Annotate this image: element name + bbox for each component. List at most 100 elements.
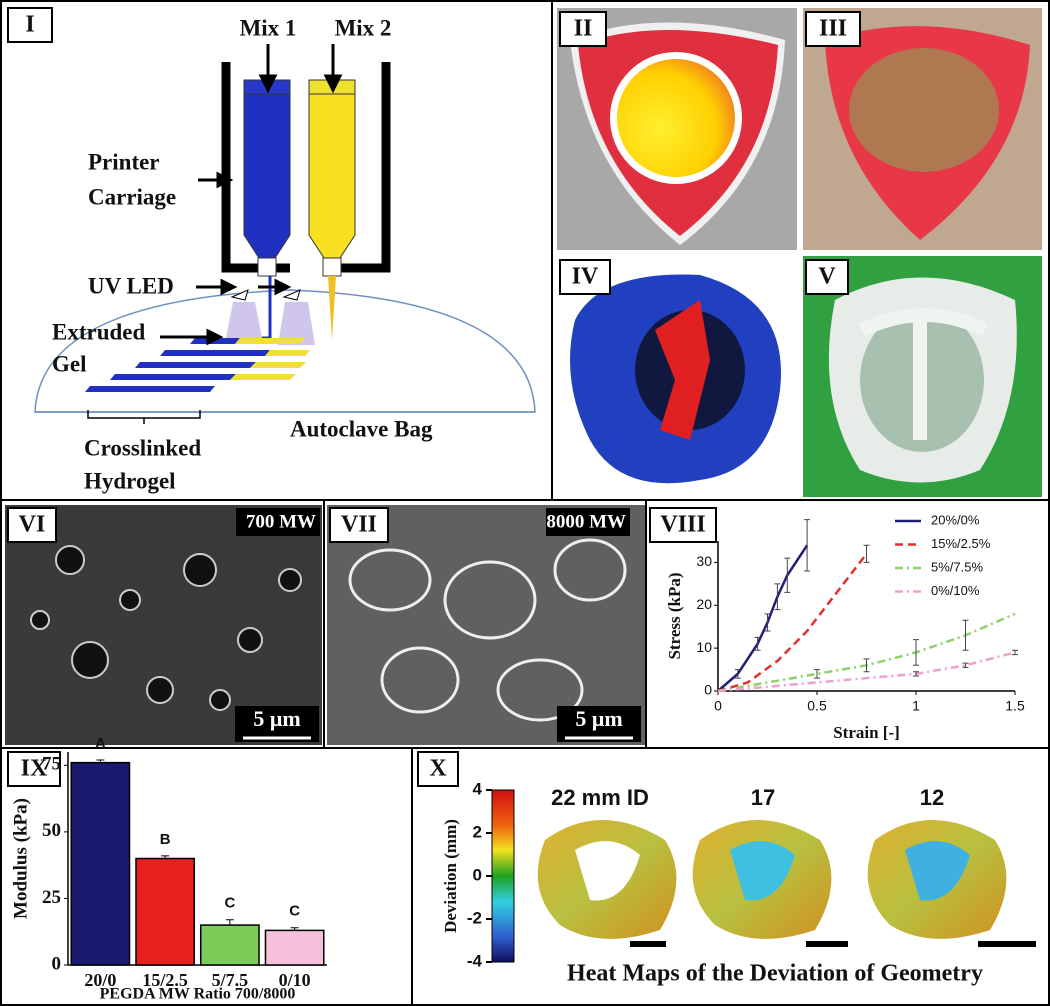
error-bar [290,927,299,931]
bracket [87,410,201,424]
error-bar [161,855,170,859]
panel-label: VI [19,512,46,538]
autoclave-label: Autoclave Bag [290,416,433,441]
error-bar [225,919,234,926]
nozzle-1 [257,257,277,277]
x-tick-label: 0 [714,698,722,714]
x-tick-label: 15/2.5 [142,970,188,990]
panel-label: VIII [660,512,705,538]
syringe-1 [243,91,291,259]
panel-label: III [819,16,847,42]
error-bar [863,544,870,563]
uv-cone-2 [278,302,315,345]
carriage-label: Printer [88,149,160,174]
legend-label: 20%/0% [931,512,980,527]
error-bar [962,619,969,651]
map-label: 22 mm ID [551,785,649,810]
y-tick-label: 20 [696,596,712,612]
panel-label-box [805,259,849,295]
panel-label: II [574,16,593,42]
legend-label: 0%/10% [931,583,980,598]
error-bar [913,639,919,666]
scale-tag [557,706,641,742]
panel-label: IV [572,264,599,290]
uv-cone-1 [226,302,262,338]
colorbar [491,789,515,963]
colorbar-tick-label: -4 [467,951,483,970]
extruded-gel-label: Gel [52,351,87,376]
panel-label: I [25,12,34,38]
crosslinked-label: Crosslinked [84,435,201,460]
y-axis-label: Modulus (kPa) [10,798,31,919]
x-tick-label: 1 [912,698,920,714]
crosslinked-label: Hydrogel [84,468,176,493]
error-bar [96,759,105,763]
panel-label-box [7,751,61,787]
colorbar-label: Deviation (mm) [441,819,460,933]
panel-label: V [818,264,836,290]
uv-led-label: UV LED [88,273,174,298]
panel-label-box [7,507,57,543]
syringe-2 [308,91,356,259]
map-label: 12 [920,785,944,810]
mw-tag [546,508,630,536]
error-bar [913,671,919,677]
panel-label-box [559,259,611,295]
panel-label-box [417,751,459,787]
panel-label: IX [21,756,48,782]
panel-x: 22 mm ID 17 12 Heat Maps of the Deviatio… [441,785,1036,987]
y-tick-label: 50 [42,820,61,841]
panel-ii [557,8,797,250]
x-axis-label: Strain [-] [833,723,900,742]
error-bar [784,557,791,593]
legend-label: 15%/2.5% [931,536,991,551]
panel-label-box [805,11,861,47]
panel-label-box [329,507,389,543]
y-tick-label: 25 [42,887,61,908]
error-bar [774,583,781,611]
x-tick-label: 20/0 [84,970,116,990]
mw-label: 700 MW [246,511,316,532]
extruded-gel-label: Extruded [52,319,146,344]
layers [85,338,310,392]
x-axis-label: PEGDA MW Ratio 700/8000 [100,986,296,1003]
nozzle-2 [322,257,342,277]
panel-label-box [649,507,717,543]
map-label: 17 [751,785,775,810]
colorbar-tick-label: 2 [473,822,482,841]
x-tick-label: 0.5 [807,698,827,714]
caption: Heat Maps of the Deviation of Geometry [567,961,983,987]
y-tick-label: 75 [42,754,61,775]
y-tick-label: 10 [696,639,712,655]
panel-label-box [559,11,607,47]
error-bar [1012,649,1018,656]
autoclave-bag [34,289,536,413]
error-bar [754,636,761,651]
error-bar [804,519,811,572]
panel-vii [327,505,645,745]
heatmap [692,820,832,939]
arrows [160,44,343,346]
colorbar-tick-label: -2 [467,908,482,927]
panel-label: VII [341,512,377,538]
scale-tag [235,706,319,742]
y-axis-label: Stress (kPa) [665,572,684,659]
panel-i: Mix 1 Mix 2 Printer Carriage UV LED Extr… [34,15,536,493]
mw-tag [236,508,320,536]
significance-label: C [289,903,300,920]
significance-label: A [95,735,106,752]
x-tick-label: 1.5 [1005,698,1025,714]
tip-2 [328,276,336,340]
scale-label: 5 μm [253,706,300,731]
bar [135,857,196,966]
mix-2: Mix 2 [335,15,392,40]
mw-label: 8000 MW [546,511,626,532]
error-bar [734,669,741,679]
panel-iv [557,256,797,497]
panel-iii [803,8,1042,250]
led-1 [230,289,249,301]
bar [70,761,131,966]
error-bar [962,662,969,668]
